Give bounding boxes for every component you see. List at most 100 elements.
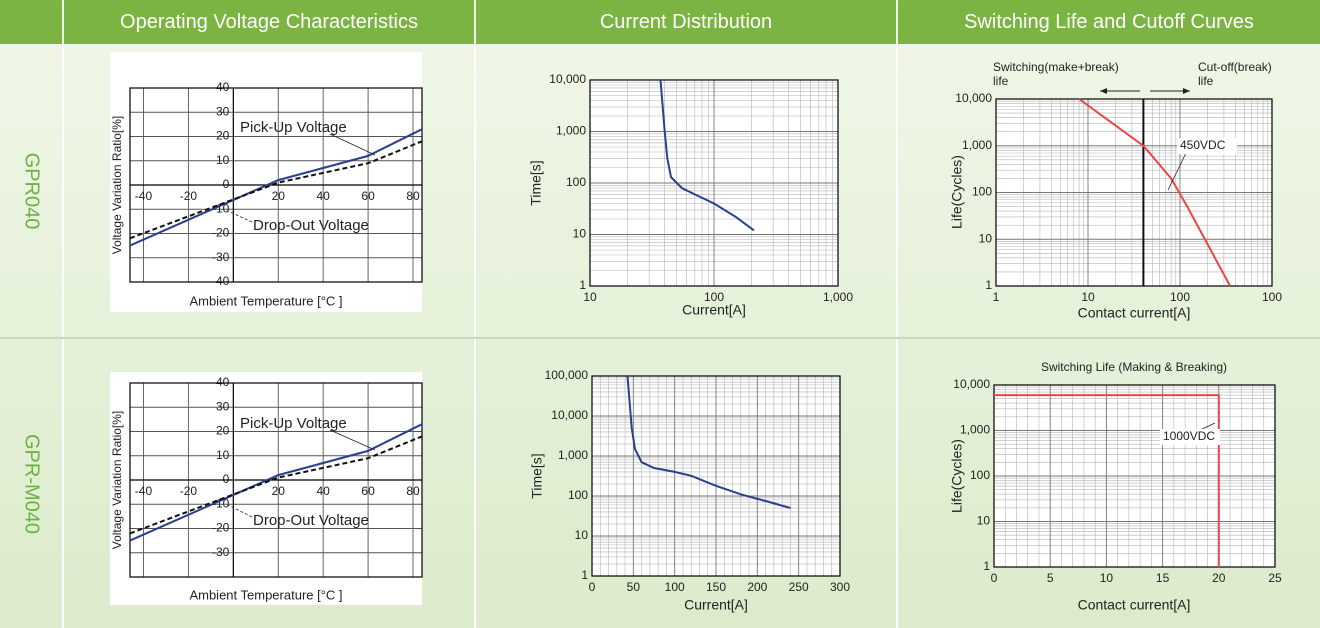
y-tick-label: 40: [216, 80, 230, 94]
series-line: [1078, 98, 1231, 287]
x-tick-label: 0: [991, 571, 998, 585]
series-line: [129, 140, 423, 240]
y-tick-label: 10,000: [953, 377, 990, 391]
series-line: [129, 435, 423, 535]
y-tick-label: 30: [216, 104, 230, 118]
y-tick-label: 10,000: [549, 72, 586, 86]
x-tick-label: 20: [272, 189, 286, 203]
y-tick-label: 10: [216, 448, 230, 462]
plot-frame: [995, 98, 1273, 287]
series-line: [129, 423, 423, 542]
x-tick-label: 250: [789, 580, 809, 594]
x-axis-label: Current[A]: [682, 302, 746, 318]
y-tick-label: 10: [573, 227, 587, 241]
x-tick-label: 10: [1081, 290, 1095, 304]
y-tick-label: 40: [216, 375, 230, 389]
y-tick-label: 1,000: [960, 423, 990, 437]
y-tick-label: -30: [212, 250, 230, 264]
plot-frame: [129, 87, 423, 283]
x-tick-label: 80: [406, 189, 420, 203]
series-line: [129, 128, 423, 247]
y-axis-label: Life(Cycles): [949, 439, 965, 513]
annotation: life: [1198, 74, 1214, 88]
x-tick-label: -40: [135, 484, 153, 498]
y-tick-label: 1: [581, 568, 588, 582]
x-tick-label: 100: [704, 290, 724, 304]
separator: [0, 337, 1320, 339]
y-tick-label: 1,000: [556, 124, 586, 138]
series-label: Drop-Out Voltage: [253, 217, 369, 234]
y-axis-label: Time[s]: [529, 453, 545, 498]
y-axis-label: Voltage Variation Ratio[%]: [110, 411, 124, 550]
y-tick-label: -40: [212, 274, 230, 288]
plot-frame: [993, 384, 1276, 568]
series-label: 450VDC: [1180, 138, 1226, 152]
y-tick-label: 1: [985, 278, 992, 292]
column-header: Operating Voltage Characteristics: [64, 0, 474, 44]
x-tick-label: -20: [180, 189, 198, 203]
x-tick-label: -20: [180, 484, 198, 498]
x-tick-label: 80: [406, 484, 420, 498]
plot-frame: [129, 382, 423, 578]
y-axis-label: Voltage Variation Ratio[%]: [110, 116, 124, 255]
x-tick-label: 15: [1156, 571, 1170, 585]
x-tick-label: 5: [1047, 571, 1054, 585]
series-line: [626, 375, 791, 509]
series-label: 1000VDC: [1163, 429, 1215, 443]
x-tick-label: 60: [361, 189, 375, 203]
label-leader: [329, 133, 376, 156]
label-leader: [1167, 152, 1187, 191]
label-leader: [227, 210, 253, 223]
y-tick-label: 10,000: [955, 91, 992, 105]
x-tick-label: 300: [830, 580, 850, 594]
y-tick-label: 0: [223, 177, 230, 191]
x-tick-label: 50: [627, 580, 641, 594]
x-axis-label: Ambient Temperature [°C ]: [189, 587, 342, 602]
series-label: Pick-Up Voltage: [240, 415, 347, 432]
annotation: Switching(make+break): [993, 60, 1119, 74]
series-label: Drop-Out Voltage: [253, 512, 369, 529]
label-box: [1177, 138, 1237, 154]
chart-title: Switching Life (Making & Breaking): [1041, 360, 1227, 374]
y-tick-label: 10: [575, 528, 589, 542]
label-leader: [329, 429, 376, 451]
x-axis-label: Contact current[A]: [1078, 305, 1191, 321]
x-tick-label: 100: [665, 580, 685, 594]
y-tick-label: 1,000: [558, 448, 588, 462]
label-leader: [227, 504, 253, 518]
series-line: [994, 394, 1220, 567]
x-tick-label: 1: [993, 290, 1000, 304]
x-tick-label: 0: [589, 580, 596, 594]
y-tick-label: -20: [212, 521, 230, 535]
x-tick-label: 100: [1262, 290, 1282, 304]
x-tick-label: 20: [272, 484, 286, 498]
y-tick-label: 100,000: [545, 368, 589, 382]
x-axis-label: Contact current[A]: [1078, 597, 1191, 613]
y-tick-label: 20: [216, 424, 230, 438]
y-tick-label: 10,000: [551, 408, 588, 422]
plot-frame: [591, 375, 841, 577]
y-tick-label: 100: [970, 468, 990, 482]
y-tick-label: 20: [216, 129, 230, 143]
x-tick-label: 25: [1268, 571, 1282, 585]
y-tick-label: 10: [979, 231, 993, 245]
y-tick-label: 1: [983, 559, 990, 573]
plot-frame: [589, 79, 839, 287]
x-tick-label: 10: [1100, 571, 1114, 585]
y-axis-label: Time[s]: [528, 160, 544, 205]
x-tick-label: 40: [316, 484, 330, 498]
x-axis-label: Current[A]: [684, 597, 748, 613]
y-tick-label: -20: [212, 226, 230, 240]
label-box: [1160, 429, 1220, 445]
annotation: life: [993, 74, 1009, 88]
y-tick-label: 10: [977, 514, 991, 528]
x-tick-label: 1,000: [823, 290, 853, 304]
x-tick-label: -40: [135, 189, 153, 203]
y-tick-label: 100: [566, 175, 586, 189]
x-tick-label: 40: [316, 189, 330, 203]
x-axis-label: Ambient Temperature [°C ]: [189, 293, 342, 308]
column-header: Current Distribution: [476, 0, 896, 44]
x-tick-label: 100: [1170, 290, 1190, 304]
